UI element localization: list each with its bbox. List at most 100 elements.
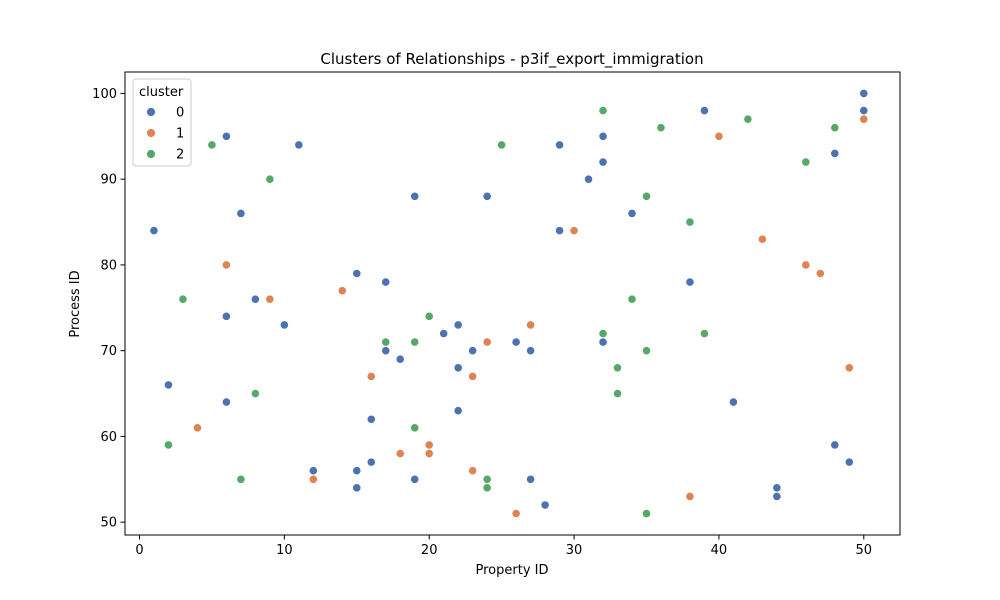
data-point-cluster-1 bbox=[859, 114, 869, 124]
y-tick-label: 100 bbox=[92, 87, 117, 102]
legend-box bbox=[132, 78, 192, 167]
data-point-cluster-0 bbox=[830, 440, 840, 450]
data-point-cluster-1 bbox=[192, 423, 203, 433]
data-point-cluster-2 bbox=[497, 140, 507, 150]
data-point-cluster-0 bbox=[627, 208, 637, 219]
legend: cluster 0 1 2 bbox=[132, 78, 192, 167]
data-point-cluster-1 bbox=[526, 320, 536, 330]
data-point-cluster-0 bbox=[859, 105, 869, 116]
data-point-cluster-1 bbox=[221, 260, 232, 270]
x-tick-label: 0 bbox=[135, 543, 143, 558]
data-point-cluster-0 bbox=[468, 346, 478, 356]
data-point-cluster-2 bbox=[482, 474, 492, 484]
data-point-cluster-2 bbox=[410, 423, 420, 433]
x-tick-label: 10 bbox=[276, 543, 293, 558]
data-point-cluster-0 bbox=[352, 466, 362, 476]
data-point-cluster-1 bbox=[468, 371, 478, 381]
data-point-cluster-1 bbox=[424, 440, 434, 450]
data-point-cluster-0 bbox=[598, 337, 608, 347]
data-point-cluster-1 bbox=[337, 286, 347, 296]
data-point-cluster-0 bbox=[221, 131, 232, 141]
data-point-cluster-0 bbox=[366, 414, 376, 424]
y-tick-label: 60 bbox=[100, 430, 117, 445]
y-axis-label: Process ID bbox=[68, 270, 83, 337]
chart-title: Clusters of Relationships - p3if_export_… bbox=[320, 50, 703, 69]
data-point-cluster-0 bbox=[250, 294, 260, 304]
data-point-cluster-0 bbox=[439, 328, 449, 339]
data-point-cluster-1 bbox=[801, 260, 811, 270]
data-point-cluster-0 bbox=[381, 277, 391, 287]
data-point-cluster-2 bbox=[482, 483, 492, 493]
data-point-cluster-2 bbox=[250, 388, 260, 399]
data-point-cluster-0 bbox=[685, 277, 695, 287]
data-point-cluster-0 bbox=[482, 191, 492, 201]
data-point-cluster-0 bbox=[526, 474, 536, 484]
data-point-cluster-0 bbox=[583, 174, 594, 184]
data-point-cluster-0 bbox=[540, 500, 550, 510]
data-point-cluster-1 bbox=[482, 337, 492, 347]
y-tick-label: 50 bbox=[100, 516, 117, 531]
data-point-cluster-2 bbox=[830, 123, 840, 133]
data-point-cluster-0 bbox=[352, 483, 362, 493]
data-point-cluster-0 bbox=[163, 380, 174, 390]
y-tick-label: 80 bbox=[100, 258, 117, 273]
data-point-cluster-2 bbox=[641, 346, 652, 356]
data-point-cluster-2 bbox=[685, 217, 695, 227]
data-point-cluster-0 bbox=[526, 346, 536, 356]
data-point-cluster-0 bbox=[830, 148, 840, 159]
data-point-cluster-0 bbox=[366, 457, 376, 467]
data-point-cluster-1 bbox=[815, 268, 825, 279]
data-point-cluster-0 bbox=[381, 346, 391, 356]
data-point-cluster-0 bbox=[453, 320, 463, 330]
data-point-cluster-2 bbox=[627, 294, 637, 304]
data-point-cluster-0 bbox=[279, 320, 289, 330]
data-point-cluster-0 bbox=[554, 226, 565, 236]
data-point-cluster-2 bbox=[699, 328, 710, 339]
legend-label-0: 0 bbox=[176, 106, 184, 121]
data-point-cluster-1 bbox=[468, 466, 478, 476]
data-point-cluster-2 bbox=[424, 311, 434, 321]
data-point-cluster-0 bbox=[308, 466, 318, 476]
data-point-cluster-0 bbox=[772, 491, 782, 502]
data-point-cluster-2 bbox=[381, 337, 391, 347]
data-point-cluster-1 bbox=[714, 131, 724, 141]
data-point-cluster-0 bbox=[453, 363, 463, 373]
data-point-cluster-2 bbox=[236, 474, 246, 484]
data-point-cluster-0 bbox=[221, 397, 232, 407]
data-point-cluster-2 bbox=[207, 140, 217, 150]
data-point-cluster-0 bbox=[772, 483, 782, 493]
legend-marker-1 bbox=[146, 128, 156, 138]
data-point-cluster-2 bbox=[612, 363, 623, 373]
data-point-cluster-0 bbox=[554, 140, 565, 150]
x-tick-label: 40 bbox=[711, 543, 728, 558]
data-point-cluster-1 bbox=[366, 371, 376, 381]
data-point-cluster-0 bbox=[395, 354, 405, 364]
data-point-cluster-1 bbox=[511, 508, 521, 519]
y-tick-label: 90 bbox=[100, 173, 117, 188]
data-point-cluster-0 bbox=[410, 474, 420, 484]
data-point-cluster-2 bbox=[612, 388, 623, 399]
data-point-cluster-0 bbox=[453, 406, 463, 416]
data-point-cluster-0 bbox=[728, 397, 739, 407]
legend-marker-2 bbox=[146, 149, 156, 159]
data-point-cluster-2 bbox=[743, 114, 753, 124]
data-point-cluster-2 bbox=[410, 337, 420, 347]
legend-label-2: 2 bbox=[176, 148, 184, 163]
data-point-cluster-1 bbox=[265, 294, 275, 304]
data-point-cluster-2 bbox=[641, 191, 652, 201]
x-tick-label: 20 bbox=[421, 543, 438, 558]
data-point-cluster-2 bbox=[178, 294, 188, 304]
data-point-cluster-2 bbox=[265, 174, 275, 184]
data-point-cluster-0 bbox=[294, 140, 304, 150]
data-point-cluster-0 bbox=[598, 131, 608, 141]
data-point-cluster-1 bbox=[308, 474, 318, 484]
data-point-cluster-0 bbox=[511, 337, 521, 347]
data-point-cluster-2 bbox=[598, 105, 608, 116]
data-point-cluster-0 bbox=[699, 105, 710, 116]
data-point-cluster-2 bbox=[163, 440, 174, 450]
legend-label-1: 1 bbox=[176, 127, 184, 142]
x-tick-label: 50 bbox=[856, 543, 873, 558]
x-axis-label: Property ID bbox=[476, 563, 549, 578]
